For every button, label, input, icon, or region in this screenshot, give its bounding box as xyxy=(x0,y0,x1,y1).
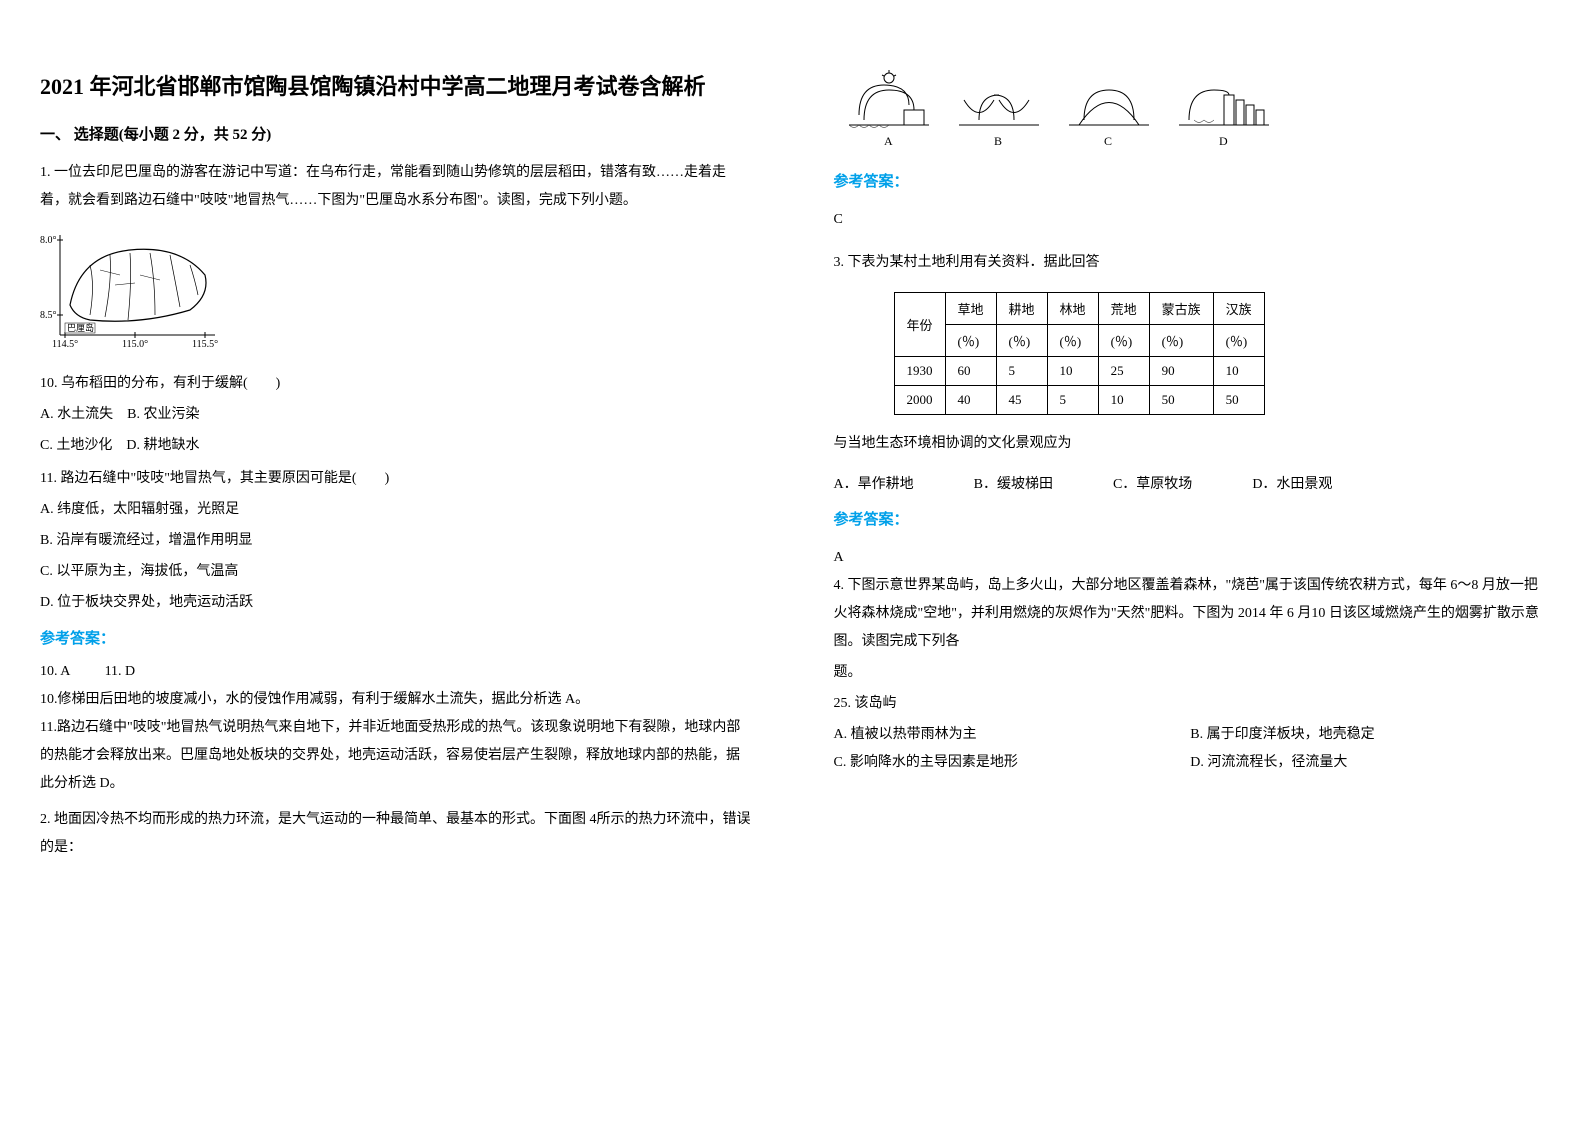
map-svg: 8.0° 8.5° 114.5° 115.0° 115.5° 巴厘岛 xyxy=(40,225,220,355)
cell: 5 xyxy=(996,357,1047,386)
cell: 10 xyxy=(1047,357,1098,386)
cell: 40 xyxy=(945,386,996,415)
q4-intro2: 题。 xyxy=(834,659,1548,687)
col-mongol: 蒙古族 xyxy=(1149,293,1213,325)
q1-intro: 1. 一位去印尼巴厘岛的游客在游记中写道：在乌布行走，常能看到随山势修筑的层层稻… xyxy=(40,159,754,215)
unit-5: (％) xyxy=(1149,325,1213,357)
col-han: 汉族 xyxy=(1213,293,1264,325)
lat-top-label: 8.0° xyxy=(40,235,57,246)
cell: 50 xyxy=(1213,386,1264,415)
q1-sub11: 11. 路边石缝中"吱吱"地冒热气，其主要原因可能是( ) A. 纬度低，太阳辐… xyxy=(40,465,754,617)
bali-map-diagram: 8.0° 8.5° 114.5° 115.0° 115.5° 巴厘岛 xyxy=(40,225,754,360)
unit-6: (％) xyxy=(1213,325,1264,357)
cell: 10 xyxy=(1098,386,1149,415)
table-row: 2000 40 45 5 10 50 50 xyxy=(894,386,1264,415)
q1-expl10: 10.修梯田后田地的坡度减小，水的侵蚀作用减弱，有利于缓解水土流失，据此分析选 … xyxy=(40,686,754,714)
col-grass: 草地 xyxy=(945,293,996,325)
unit-2: (％) xyxy=(996,325,1047,357)
sub10-optC: C. 土地沙化 xyxy=(40,438,112,453)
q3-optC: C．草原牧场 xyxy=(1113,473,1192,493)
q3-intro: 3. 下表为某村土地利用有关资料．据此回答 xyxy=(834,249,1548,277)
sub10-optB: B. 农业污染 xyxy=(127,407,199,422)
section-1-header: 一、 选择题(每小题 2 分，共 52 分) xyxy=(40,123,754,144)
cell: 1930 xyxy=(894,357,945,386)
sub10-opts-ab: A. 水土流失 B. 农业污染 xyxy=(40,401,754,429)
q2-answer-label: 参考答案： xyxy=(834,170,1548,191)
diagram-label-b: B xyxy=(994,134,1002,148)
diagram-label-d: D xyxy=(1219,134,1228,148)
sub10-stem: 10. 乌布稻田的分布，有利于缓解( ) xyxy=(40,370,754,398)
q3-options: A．旱作耕地 B．缓坡梯田 C．草原牧场 D．水田景观 xyxy=(834,473,1548,493)
question-4: 4. 下图示意世界某岛屿，岛上多火山，大部分地区覆盖着森林，"烧芭"属于该国传统… xyxy=(834,572,1548,777)
left-column: 2021 年河北省邯郸市馆陶县馆陶镇沿村中学高二地理月考试卷含解析 一、 选择题… xyxy=(0,0,794,1122)
question-2: 2. 地面因冷热不均而形成的热力环流，是大气运动的一种最简单、最基本的形式。下面… xyxy=(40,806,754,862)
q3-optB: B．缓坡梯田 xyxy=(974,473,1053,493)
col-waste: 荒地 xyxy=(1098,293,1149,325)
sub10-optA: A. 水土流失 xyxy=(40,407,113,422)
lon-right-label: 115.5° xyxy=(192,339,218,350)
sub11-stem: 11. 路边石缝中"吱吱"地冒热气，其主要原因可能是( ) xyxy=(40,465,754,493)
sub11-optC: C. 以平原为主，海拔低，气温高 xyxy=(40,558,754,586)
q1-answer-label: 参考答案： xyxy=(40,627,754,648)
q1-expl11: 11.路边石缝中"吱吱"地冒热气说明热气来自地下，并非近地面受热形成的热气。该现… xyxy=(40,714,754,798)
cell: 50 xyxy=(1149,386,1213,415)
island-label: 巴厘岛 xyxy=(67,322,94,333)
exam-title: 2021 年河北省邯郸市馆陶县馆陶镇沿村中学高二地理月考试卷含解析 xyxy=(40,70,754,103)
q1-answer: 10. A 11. D 10.修梯田后田地的坡度减小，水的侵蚀作用减弱，有利于缓… xyxy=(40,658,754,798)
q3-optD: D．水田景观 xyxy=(1252,473,1332,493)
lon-left-label: 114.5° xyxy=(52,339,78,350)
diagram-label-c: C xyxy=(1104,134,1112,148)
q4-intro: 4. 下图示意世界某岛屿，岛上多火山，大部分地区覆盖着森林，"烧芭"属于该国传统… xyxy=(834,572,1548,656)
q4-optA: A. 植被以热带雨林为主 xyxy=(834,721,1191,749)
land-use-table: 年份 草地 耕地 林地 荒地 蒙古族 汉族 (％) (％) (％) (％) (％… xyxy=(894,292,1265,415)
q4-sub25-stem: 25. 该岛屿 xyxy=(834,690,1548,718)
sub10-opts-cd: C. 土地沙化 D. 耕地缺水 xyxy=(40,432,754,460)
q1-sub10: 10. 乌布稻田的分布，有利于缓解( ) A. 水土流失 B. 农业污染 C. … xyxy=(40,370,754,460)
q3-answer-label: 参考答案： xyxy=(834,508,1548,529)
circulation-diagram: A B C xyxy=(834,70,1274,155)
lon-mid-label: 115.0° xyxy=(122,339,148,350)
q3-stem: 与当地生态环境相协调的文化景观应为 xyxy=(834,430,1548,458)
q2-diagram: A B C xyxy=(834,70,1548,160)
sub10-optD: D. 耕地缺水 xyxy=(126,438,199,453)
sub11-optD: D. 位于板块交界处，地壳运动活跃 xyxy=(40,589,754,617)
q4-optC: C. 影响降水的主导因素是地形 xyxy=(834,749,1191,777)
table-unit-row: (％) (％) (％) (％) (％) (％) xyxy=(894,325,1264,357)
cell: 2000 xyxy=(894,386,945,415)
sub11-optB: B. 沿岸有暖流经过，增温作用明显 xyxy=(40,527,754,555)
cell: 60 xyxy=(945,357,996,386)
q2-answer: C xyxy=(834,206,1548,234)
cell: 5 xyxy=(1047,386,1098,415)
question-1: 1. 一位去印尼巴厘岛的游客在游记中写道：在乌布行走，常能看到随山势修筑的层层稻… xyxy=(40,159,754,215)
unit-4: (％) xyxy=(1098,325,1149,357)
col-farm: 耕地 xyxy=(996,293,1047,325)
diagram-label-a: A xyxy=(884,134,893,148)
col-year: 年份 xyxy=(894,293,945,357)
q2-intro: 2. 地面因冷热不均而形成的热力环流，是大气运动的一种最简单、最基本的形式。下面… xyxy=(40,806,754,862)
q3-answer: A xyxy=(834,544,1548,572)
table-header-row: 年份 草地 耕地 林地 荒地 蒙古族 汉族 xyxy=(894,293,1264,325)
unit-1: (％) xyxy=(945,325,996,357)
q4-optB: B. 属于印度洋板块，地壳稳定 xyxy=(1190,721,1547,749)
table-row: 1930 60 5 10 25 90 10 xyxy=(894,357,1264,386)
col-forest: 林地 xyxy=(1047,293,1098,325)
cell: 25 xyxy=(1098,357,1149,386)
q4-sub25-options: A. 植被以热带雨林为主 B. 属于印度洋板块，地壳稳定 C. 影响降水的主导因… xyxy=(834,721,1548,777)
lat-bottom-label: 8.5° xyxy=(40,310,57,321)
cell: 90 xyxy=(1149,357,1213,386)
q4-optD: D. 河流流程长，径流量大 xyxy=(1190,749,1547,777)
unit-3: (％) xyxy=(1047,325,1098,357)
cell: 10 xyxy=(1213,357,1264,386)
q1-answer-line: 10. A 11. D xyxy=(40,658,754,686)
cell: 45 xyxy=(996,386,1047,415)
right-column: A B C xyxy=(794,0,1587,1122)
q3-optA: A．旱作耕地 xyxy=(834,473,914,493)
sub11-optA: A. 纬度低，太阳辐射强，光照足 xyxy=(40,496,754,524)
question-3: 3. 下表为某村土地利用有关资料．据此回答 xyxy=(834,249,1548,277)
